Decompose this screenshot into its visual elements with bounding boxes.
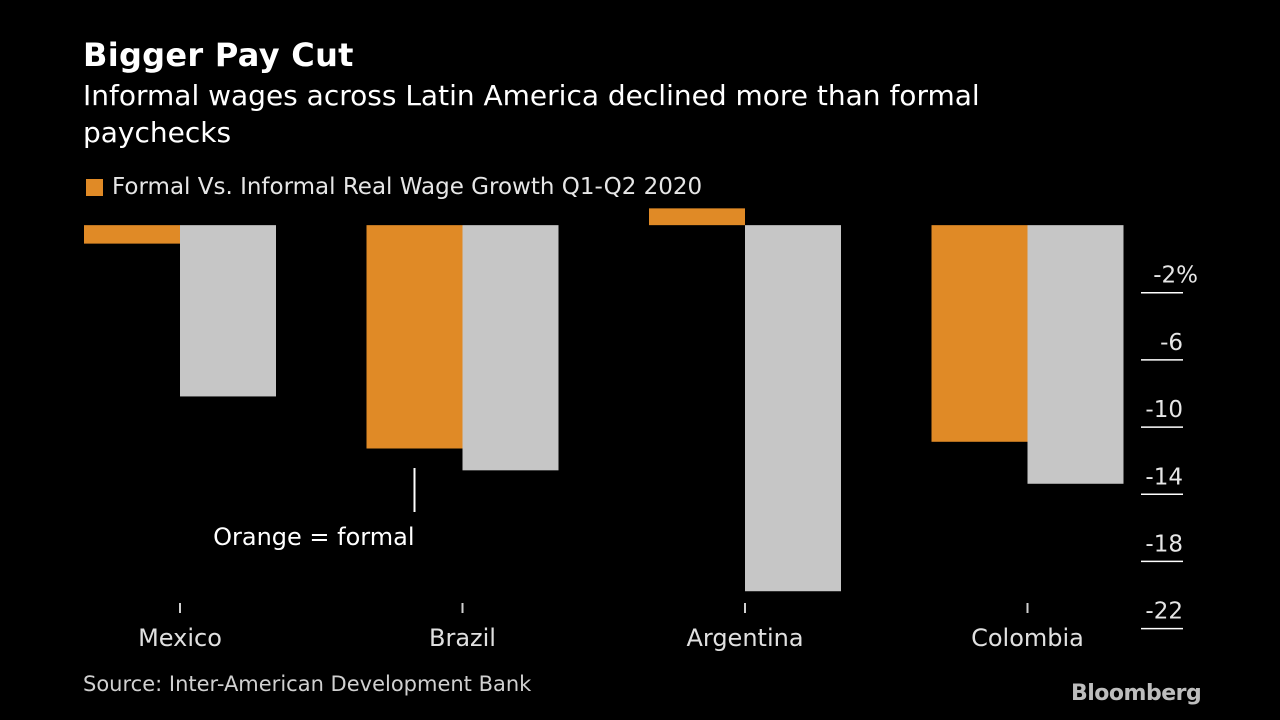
bar-formal-colombia [931, 225, 1028, 442]
x-tick-label: Brazil [429, 624, 496, 652]
y-tick-label: -2% [1153, 263, 1198, 289]
x-tick-label: Colombia [971, 624, 1084, 652]
y-tick-label: -18 [1145, 531, 1183, 557]
x-tick-label: Mexico [138, 624, 222, 652]
legend-swatch-formal [86, 178, 103, 196]
bar-informal-mexico [180, 225, 276, 397]
chart-title: Bigger Pay Cut [83, 36, 354, 74]
legend-label: Formal Vs. Informal Real Wage Growth Q1-… [112, 174, 703, 200]
source-note: Source: Inter-American Development Bank [83, 672, 532, 696]
y-tick-label: -22 [1145, 599, 1183, 625]
bar-informal-colombia [1027, 225, 1124, 484]
y-tick-label: -6 [1160, 330, 1183, 356]
chart-subtitle: Informal wages across Latin America decl… [83, 79, 980, 149]
legend: Formal Vs. Informal Real Wage Growth Q1-… [86, 174, 702, 200]
bar-formal-brazil [366, 225, 463, 449]
annotation-label: Orange = formal [213, 523, 414, 551]
bar-informal-argentina [745, 225, 841, 592]
x-tick-label: Argentina [686, 624, 803, 652]
bar-formal-argentina [649, 208, 745, 226]
y-tick-label: -14 [1145, 464, 1183, 490]
y-tick-label: -10 [1145, 397, 1183, 423]
bloomberg-logo: Bloomberg [1071, 681, 1202, 706]
bar-informal-brazil [462, 225, 559, 471]
bar-formal-mexico [84, 225, 180, 244]
